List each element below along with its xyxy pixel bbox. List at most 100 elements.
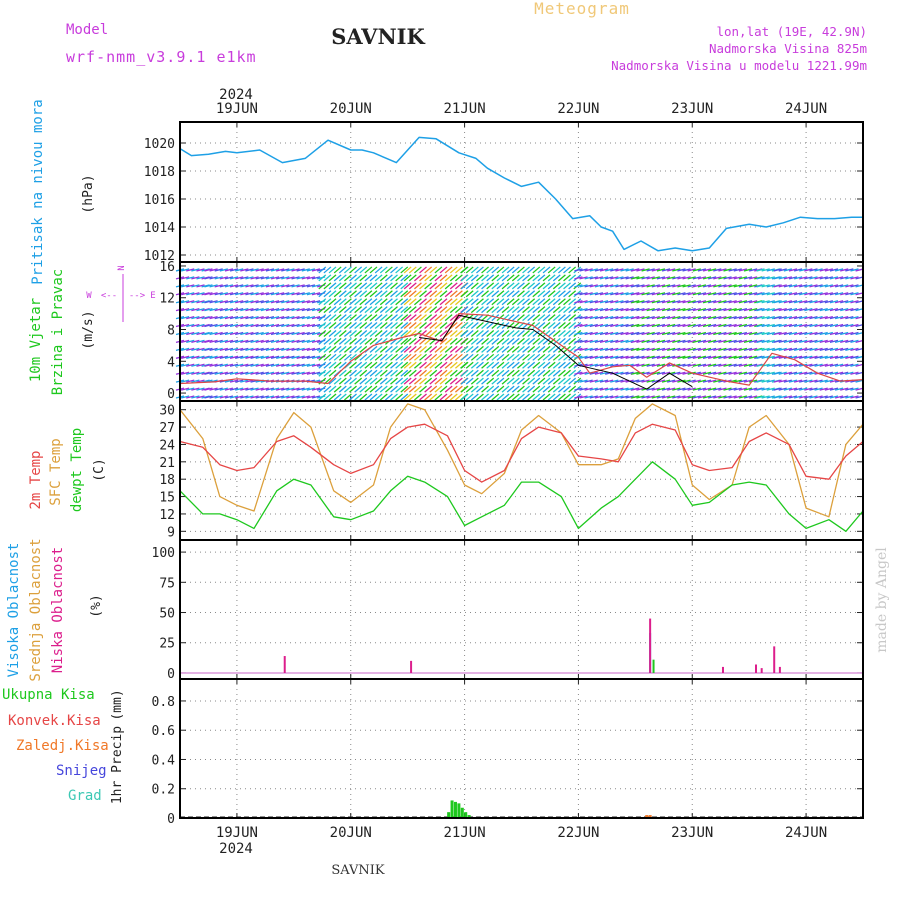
wind-barb [672,276,681,280]
wind-barb [390,266,398,274]
wind-barb [219,284,228,288]
wind-barb [845,355,854,359]
wind-barb [204,387,213,391]
wind-barb [349,282,357,290]
wind-barb [506,290,515,298]
wind-barb [615,355,624,359]
wind-barb [201,268,210,272]
wind-barb [563,337,571,345]
wind-barb [599,284,609,288]
wind-barb [250,347,259,352]
wind-barb [819,363,828,367]
wind-barb [773,315,782,320]
wind-barb [677,371,686,375]
wind-barb [250,323,259,328]
wind-barb [641,323,650,328]
wind-barb [656,371,666,375]
wind-barb [761,308,770,312]
wind-barb [439,282,448,290]
wind-barb [557,298,566,306]
wind-barb [761,292,770,296]
wind-barb [359,314,368,322]
wind-barb [579,276,588,280]
wind-barb [819,387,828,391]
panels: 1012101410161018102004812169121518212427… [144,121,864,827]
wind-barb [793,308,803,312]
wind-barb [379,274,388,282]
wind-barb [738,355,748,359]
wind-dir-north: N [117,265,127,270]
wind-barb [281,308,290,312]
wind-barb [783,387,793,391]
wind-barb [788,323,798,328]
wind-barb [748,379,758,383]
wind-barb [349,314,357,322]
wind-barb [594,371,604,375]
wind-barb [276,371,285,375]
wind-barb [429,345,438,353]
wind-barb [286,331,295,336]
wind-barb [589,300,598,304]
wind-barb [434,337,443,345]
wind-barb [651,387,660,391]
wind-barb [481,369,489,377]
wind-barb [840,355,849,359]
wind-barb [672,379,681,383]
wind-barb [646,300,655,304]
wind-barb [814,300,823,304]
wind-barb [460,298,469,306]
wind-barb [646,315,655,320]
day-label-top: 19JUN [216,101,258,117]
wind-barb [834,292,844,296]
wind-barb [547,353,556,361]
wind-barb [793,339,803,344]
wind-barb [408,266,417,274]
wind-barb [318,306,327,314]
wind-barb [824,395,834,399]
wind-barb [636,379,645,383]
wind-barb [229,379,239,383]
wind-barb [819,379,828,383]
wind-barb [778,284,787,288]
wind-barb [677,276,686,280]
wind-barb [311,300,321,304]
wind-barb [379,322,388,330]
wind-barb [465,329,474,337]
wind-barb [773,323,782,328]
wind-barb [620,323,629,328]
wind-barb [323,369,332,377]
wind-barb [323,322,332,330]
wind-barb [186,387,195,391]
wind-barb [641,308,650,312]
wind-barb [809,347,818,352]
wind-barb [682,339,691,344]
wind-barb [687,347,696,352]
model-name: wrf-nmm_v3.9.1 e1km [66,48,257,66]
wind-barb [620,331,629,336]
wind-barb [799,300,808,304]
wind-barb [799,339,808,344]
wind-barb [697,379,707,383]
wind-barb [465,361,474,369]
temp-ylabel-sfc: SFC Temp [48,438,64,505]
wind-barb [403,282,412,290]
wind-barb [594,268,604,272]
wind-barb [491,282,500,290]
wind-barb [219,355,228,359]
wind-barb [439,298,448,306]
wind-barb [276,308,285,312]
wind-barb [486,361,495,369]
wind-barb [631,395,640,399]
wind-barb [761,284,770,288]
wind-barb [186,371,195,375]
wind-barb [260,355,269,359]
wind-barb [517,385,525,393]
wind-barb [824,379,834,383]
wind-barb [610,315,619,320]
wind-barb [793,371,803,375]
wind-dir-arrow-right: --> [129,291,146,301]
wind-barb [384,306,393,314]
wind-barb [793,379,803,383]
wind-barb [491,369,500,377]
wind-barb [338,345,347,353]
